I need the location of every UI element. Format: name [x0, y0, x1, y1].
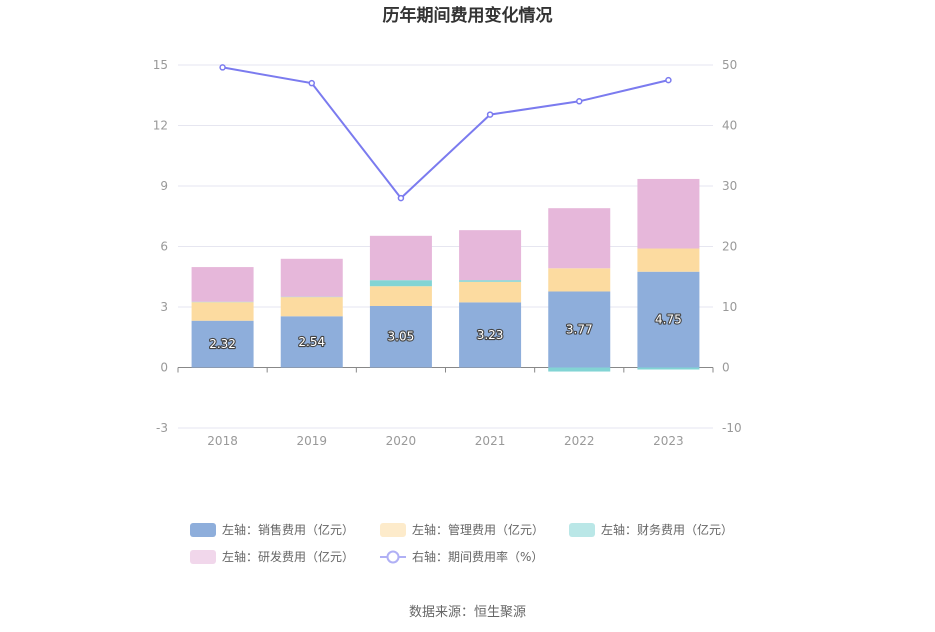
- rate-point: [397, 194, 405, 202]
- grid: [178, 64, 713, 429]
- bar-segment: [369, 286, 432, 306]
- bar-segment: [191, 302, 254, 321]
- right-tick-label: 10: [722, 300, 737, 314]
- right-tick-label: 30: [722, 179, 737, 193]
- legend-swatch: [569, 523, 595, 537]
- bar-segment: [637, 367, 700, 370]
- rate-point: [486, 111, 494, 118]
- left-axis: -3 0 3 6 9 12 15: [153, 58, 168, 435]
- left-tick-label: 15: [153, 58, 168, 72]
- x-tick-label: 2021: [475, 434, 506, 448]
- bars: [191, 178, 700, 372]
- left-tick-label: 0: [160, 361, 168, 375]
- bar-data-label: 3.05: [388, 330, 415, 344]
- bar-data-label: 4.75: [655, 313, 682, 327]
- bar-segment: [637, 178, 700, 249]
- legend-item[interactable]: 左轴：管理费用（亿元）: [380, 522, 544, 537]
- bar-segment: [459, 281, 522, 303]
- bar-segment: [369, 305, 432, 368]
- legend-swatch: [190, 550, 216, 564]
- x-tick-label: 2023: [653, 434, 684, 448]
- bar-segment: [369, 235, 432, 281]
- legend-label: 左轴：销售费用（亿元）: [222, 522, 354, 537]
- legend-item[interactable]: 左轴：财务费用（亿元）: [569, 522, 733, 537]
- rate-point: [665, 76, 672, 84]
- data-labels: 2.32 2.54 3.05 3.23 3.77 4.75: [208, 312, 683, 353]
- legend-swatch: [190, 523, 216, 537]
- bar-segment: [548, 268, 611, 292]
- bar-segment: [191, 320, 254, 368]
- legend-item[interactable]: 右轴：期间费用率（%）: [380, 549, 543, 564]
- legend-item[interactable]: 左轴：销售费用（亿元）: [190, 522, 354, 537]
- right-tick-label: 40: [722, 119, 737, 133]
- legend-label: 左轴：研发费用（亿元）: [222, 549, 354, 564]
- rate-point: [219, 64, 226, 71]
- right-tick-label: 0: [722, 361, 730, 375]
- bar-segment: [548, 367, 611, 372]
- right-tick-label: -10: [722, 421, 742, 435]
- x-tick-label: 2020: [386, 434, 417, 448]
- rate-line: [219, 64, 672, 202]
- right-tick-label: 50: [722, 58, 737, 72]
- bar-segment: [637, 248, 700, 272]
- bar-segment: [459, 280, 522, 282]
- bar-segment: [280, 258, 343, 297]
- legend-marker: [386, 550, 400, 564]
- x-tick-label: 2018: [207, 434, 238, 448]
- bar-segment: [191, 267, 254, 302]
- left-tick-label: -3: [156, 421, 168, 435]
- bar-data-label: 2.32: [209, 337, 236, 351]
- bar-segment: [459, 302, 522, 368]
- bar-segment: [548, 291, 611, 368]
- legend-label: 左轴：管理费用（亿元）: [412, 522, 544, 537]
- legend-swatch: [380, 523, 406, 537]
- bar-data-label: 3.77: [566, 322, 593, 336]
- rate-line-path: [222, 66, 669, 200]
- bar-segment: [459, 230, 522, 281]
- bar-segment: [280, 297, 343, 317]
- legend-item[interactable]: 左轴：研发费用（亿元）: [190, 549, 354, 564]
- legend-label: 左轴：财务费用（亿元）: [601, 522, 733, 537]
- chart-title: 历年期间费用变化情况: [383, 5, 553, 26]
- x-tick-label: 2019: [296, 434, 327, 448]
- bar-data-label: 3.23: [477, 328, 504, 342]
- x-tick-label: 2022: [564, 434, 595, 448]
- right-tick-label: 20: [722, 240, 737, 254]
- bar-segment: [369, 280, 432, 287]
- legend[interactable]: 左轴：销售费用（亿元） 左轴：管理费用（亿元） 左轴：财务费用（亿元） 左轴：研发费用…: [190, 522, 733, 564]
- bar-segment: [280, 316, 343, 368]
- bar-segment: [637, 271, 700, 368]
- rate-point: [576, 98, 583, 105]
- left-tick-label: 9: [160, 179, 168, 193]
- rate-point: [308, 79, 315, 87]
- legend-label: 右轴：期间费用率（%）: [412, 549, 543, 564]
- left-tick-label: 3: [160, 300, 168, 314]
- right-axis: -10 0 10 20 30 40 50: [722, 58, 742, 435]
- bar-data-label: 2.54: [298, 335, 325, 349]
- bar-segment: [548, 208, 611, 269]
- source-note: 数据来源：恒生聚源: [409, 605, 526, 620]
- x-axis: 2018 2019 2020 2021 2022 2023: [177, 367, 714, 448]
- left-tick-label: 6: [160, 240, 168, 254]
- left-tick-label: 12: [153, 119, 168, 133]
